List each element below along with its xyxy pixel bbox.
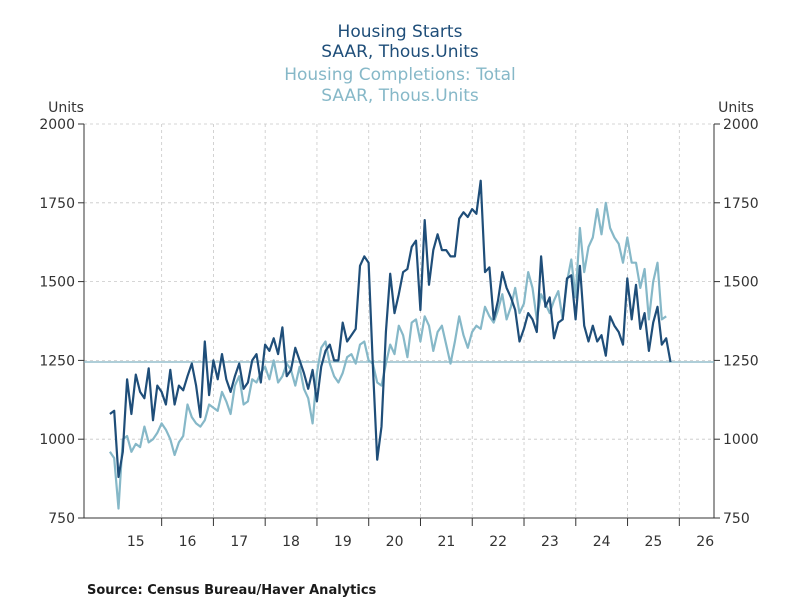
x-tick-labels: 15 16 17 18 19 20 21 22 23 24 25 26 (127, 534, 714, 550)
x-tick-label: 24 (593, 534, 611, 550)
chart-titles: Housing Starts SAAR, Thous.Units Housing… (284, 22, 516, 106)
y-tick-label-right: 1500 (723, 275, 759, 291)
y-tick-label-right: 2000 (723, 117, 759, 133)
y-tick-label-left: 1000 (39, 432, 75, 448)
x-tick-label: 23 (541, 534, 559, 550)
x-tick-label: 15 (127, 534, 145, 550)
y-tick-label-right: 750 (723, 511, 750, 527)
y-tick-label-right: 1250 (723, 353, 759, 369)
y-axis-label-right: Units (718, 100, 754, 116)
y-tick-label-left: 1500 (39, 275, 75, 291)
series-lines (108, 179, 672, 510)
x-tick-label: 16 (179, 534, 197, 550)
chart-title-2: Housing Completions: Total (284, 65, 516, 85)
y-tick-label-left: 750 (48, 511, 75, 527)
chart-subtitle: SAAR, Thous.Units (321, 42, 479, 62)
x-tick-label: 20 (386, 534, 404, 550)
y-tick-label-left: 2000 (39, 117, 75, 133)
x-tick-label: 21 (437, 534, 455, 550)
gridlines (84, 123, 714, 518)
x-tick-label: 25 (645, 534, 663, 550)
y-tick-labels: 750 750 1000 1000 1250 1250 1500 1500 1750 1750 20… (39, 117, 758, 527)
series-line-housing-completions (108, 201, 667, 510)
source-note: Source: Census Bureau/Haver Analytics (87, 583, 377, 598)
x-tick-label: 19 (334, 534, 352, 550)
x-tick-label: 18 (282, 534, 300, 550)
series-line-housing-starts (109, 179, 672, 479)
y-tick-label-right: 1750 (723, 196, 759, 212)
axes (78, 123, 720, 526)
x-tick-label: 17 (230, 534, 248, 550)
chart-title: Housing Starts (338, 22, 463, 42)
y-tick-label-right: 1000 (723, 432, 759, 448)
y-axis-label-left: Units (48, 100, 84, 116)
y-tick-label-left: 1750 (39, 196, 75, 212)
y-tick-label-left: 1250 (39, 353, 75, 369)
chart-subtitle-2: SAAR, Thous.Units (321, 86, 479, 106)
x-tick-label: 26 (696, 534, 714, 550)
x-tick-label: 22 (489, 534, 507, 550)
